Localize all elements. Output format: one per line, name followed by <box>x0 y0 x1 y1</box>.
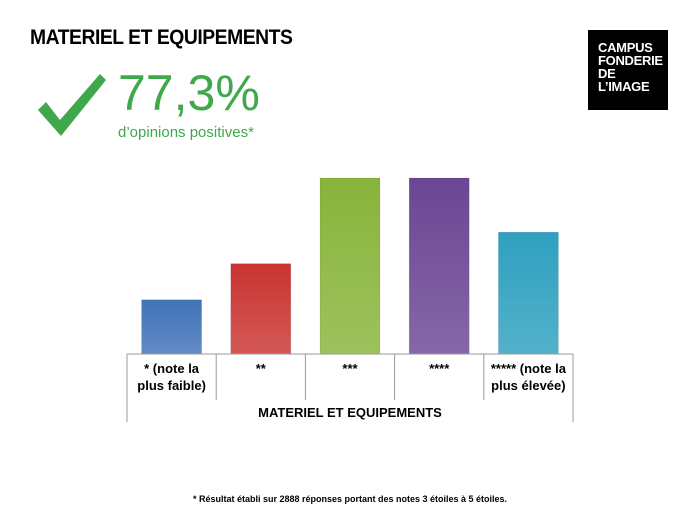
bar-5 <box>498 231 559 355</box>
logo-line-2: FONDERIE <box>598 53 663 68</box>
campus-fonderie-logo: CAMPUS FONDERIE DE L’IMAGE <box>588 30 668 110</box>
tick-label-2: ** <box>256 361 267 376</box>
tick-label-3: *** <box>342 361 358 376</box>
bar-4 <box>408 177 470 355</box>
bar-2 <box>230 263 292 355</box>
tick-label-1: * (note la plus faible) <box>137 361 206 393</box>
footnote: * Résultat établi sur 2888 réponses port… <box>192 494 508 504</box>
tick-label-5: ***** (note la plus élevée) <box>491 361 567 393</box>
positive-opinion-percentage: 77,3% <box>118 65 260 121</box>
logo-line-3: DE <box>598 66 616 81</box>
tick-label-4: **** <box>429 361 450 376</box>
page-title: MATERIEL ET EQUIPEMENTS <box>30 26 293 49</box>
bar-1 <box>141 299 202 355</box>
positive-opinion-caption: d’opinions positives* <box>118 124 254 141</box>
logo-line-4: L’IMAGE <box>598 79 650 94</box>
checkmark-icon <box>38 74 106 136</box>
logo-line-1: CAMPUS <box>598 40 653 55</box>
x-axis-title: MATERIEL ET EQUIPEMENTS <box>258 405 442 420</box>
bar-3 <box>319 177 381 355</box>
